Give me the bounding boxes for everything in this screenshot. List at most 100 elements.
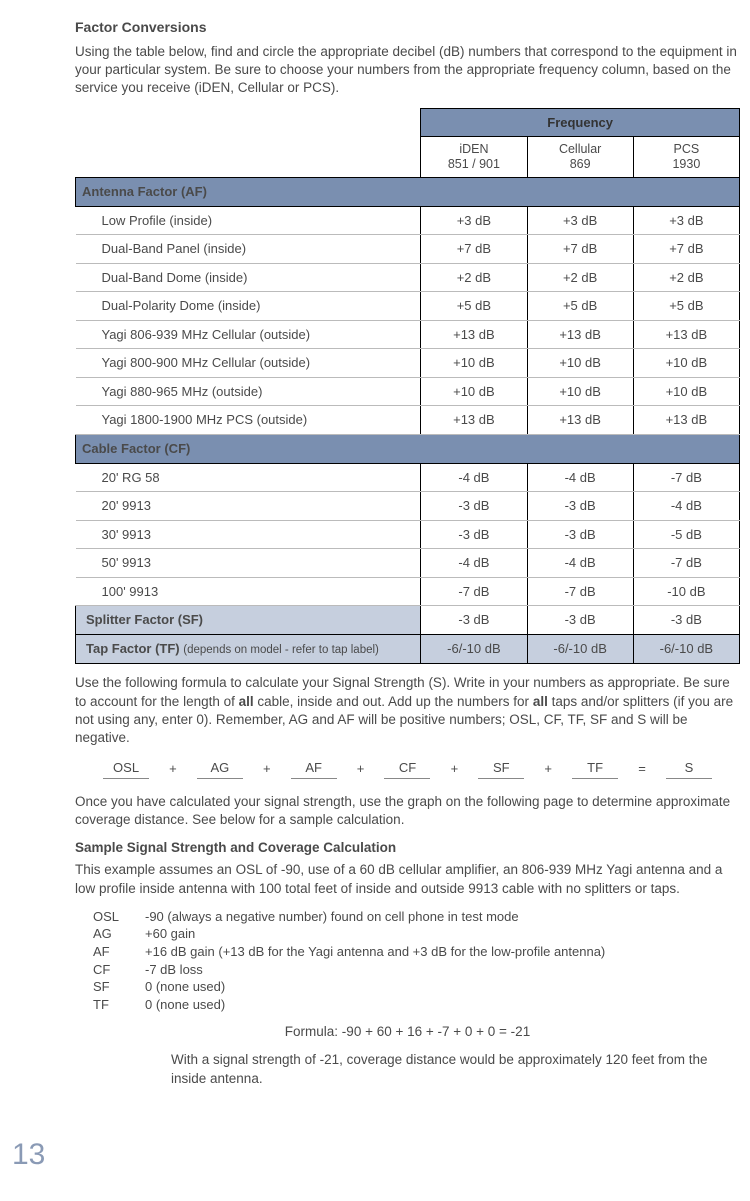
table-row: Yagi 806-939 MHz Cellular (outside)+13 d… xyxy=(76,320,740,349)
row-value: +10 dB xyxy=(527,349,633,378)
sample-row: TF0 (none used) xyxy=(93,996,740,1014)
row-value: +13 dB xyxy=(421,406,527,435)
row-value: -7 dB xyxy=(527,577,633,606)
formula-operator: + xyxy=(540,760,556,778)
row-value: +3 dB xyxy=(527,206,633,235)
row-value: -7 dB xyxy=(633,549,739,578)
table-row: Low Profile (inside)+3 dB+3 dB+3 dB xyxy=(76,206,740,235)
sample-key: OSL xyxy=(93,908,145,926)
row-value: -3 dB xyxy=(421,520,527,549)
tf-v2: -6/-10 dB xyxy=(527,634,633,664)
formula-operator: + xyxy=(353,760,369,778)
once-paragraph: Once you have calculated your signal str… xyxy=(75,793,740,829)
sample-key: CF xyxy=(93,961,145,979)
sample-text: +16 dB gain (+13 dB for the Yagi antenna… xyxy=(145,943,605,961)
sample-text: -90 (always a negative number) found on … xyxy=(145,908,519,926)
formula-term: AG xyxy=(197,759,243,779)
sample-row: SF0 (none used) xyxy=(93,978,740,996)
row-value: +2 dB xyxy=(527,263,633,292)
row-value: +10 dB xyxy=(633,377,739,406)
table-row: Yagi 880-965 MHz (outside)+10 dB+10 dB+1… xyxy=(76,377,740,406)
row-value: +10 dB xyxy=(633,349,739,378)
row-value: -4 dB xyxy=(633,492,739,521)
row-value: -4 dB xyxy=(421,549,527,578)
row-label: Low Profile (inside) xyxy=(76,206,421,235)
row-value: +2 dB xyxy=(421,263,527,292)
factor-table: Frequency iDEN851 / 901 Cellular869 PCS1… xyxy=(75,108,740,665)
row-value: +13 dB xyxy=(633,320,739,349)
sample-key: AG xyxy=(93,925,145,943)
after-table-paragraph: Use the following formula to calculate y… xyxy=(75,674,740,747)
row-value: +10 dB xyxy=(421,377,527,406)
page-title: Factor Conversions xyxy=(75,18,740,37)
row-value: +13 dB xyxy=(421,320,527,349)
table-row: Dual-Band Panel (inside)+7 dB+7 dB+7 dB xyxy=(76,235,740,264)
sample-text: 0 (none used) xyxy=(145,978,225,996)
sf-label: Splitter Factor (SF) xyxy=(76,606,421,635)
row-value: +3 dB xyxy=(421,206,527,235)
sf-v1: -3 dB xyxy=(421,606,527,635)
row-label: 20' RG 58 xyxy=(76,463,421,492)
row-label: Yagi 800-900 MHz Cellular (outside) xyxy=(76,349,421,378)
sample-key: SF xyxy=(93,978,145,996)
tf-v3: -6/-10 dB xyxy=(633,634,739,664)
table-row: Dual-Polarity Dome (inside)+5 dB+5 dB+5 … xyxy=(76,292,740,321)
row-value: +2 dB xyxy=(633,263,739,292)
row-value: -10 dB xyxy=(633,577,739,606)
row-value: +7 dB xyxy=(633,235,739,264)
formula-term: OSL xyxy=(103,759,149,779)
sample-key: AF xyxy=(93,943,145,961)
row-label: Dual-Band Dome (inside) xyxy=(76,263,421,292)
row-value: +10 dB xyxy=(421,349,527,378)
row-value: +7 dB xyxy=(421,235,527,264)
row-value: +13 dB xyxy=(527,406,633,435)
table-row: 100' 9913-7 dB-7 dB-10 dB xyxy=(76,577,740,606)
sample-row: AG+60 gain xyxy=(93,925,740,943)
row-label: Yagi 806-939 MHz Cellular (outside) xyxy=(76,320,421,349)
sample-text: -7 dB loss xyxy=(145,961,203,979)
row-label: 50' 9913 xyxy=(76,549,421,578)
formula-operator: = xyxy=(634,760,650,778)
tf-label: Tap Factor (TF) (depends on model - refe… xyxy=(76,634,421,664)
sf-v3: -3 dB xyxy=(633,606,739,635)
row-value: +10 dB xyxy=(527,377,633,406)
row-label: Dual-Polarity Dome (inside) xyxy=(76,292,421,321)
col-iden: iDEN851 / 901 xyxy=(421,137,527,178)
formula-term: AF xyxy=(291,759,337,779)
table-row: 30' 9913-3 dB-3 dB-5 dB xyxy=(76,520,740,549)
row-label: Dual-Band Panel (inside) xyxy=(76,235,421,264)
table-row: Yagi 800-900 MHz Cellular (outside)+10 d… xyxy=(76,349,740,378)
row-value: -4 dB xyxy=(527,463,633,492)
sample-text: 0 (none used) xyxy=(145,996,225,1014)
row-value: +13 dB xyxy=(633,406,739,435)
row-label: Yagi 1800-1900 MHz PCS (outside) xyxy=(76,406,421,435)
table-row: 20' RG 58-4 dB-4 dB-7 dB xyxy=(76,463,740,492)
sf-v2: -3 dB xyxy=(527,606,633,635)
table-row: 50' 9913-4 dB-4 dB-7 dB xyxy=(76,549,740,578)
cf-section-header: Cable Factor (CF) xyxy=(76,435,740,464)
sample-title: Sample Signal Strength and Coverage Calc… xyxy=(75,839,740,857)
frequency-header: Frequency xyxy=(421,108,740,137)
col-pcs: PCS1930 xyxy=(633,137,739,178)
formula-operator: + xyxy=(259,760,275,778)
sample-row: CF-7 dB loss xyxy=(93,961,740,979)
row-value: +5 dB xyxy=(527,292,633,321)
row-value: +7 dB xyxy=(527,235,633,264)
formula-operator: + xyxy=(447,760,463,778)
formula-line: Formula: -90 + 60 + 16 + -7 + 0 + 0 = -2… xyxy=(75,1023,740,1041)
table-row: Yagi 1800-1900 MHz PCS (outside)+13 dB+1… xyxy=(76,406,740,435)
sample-intro: This example assumes an OSL of -90, use … xyxy=(75,861,740,897)
formula-term: SF xyxy=(478,759,524,779)
sample-key: TF xyxy=(93,996,145,1014)
formula-term: S xyxy=(666,759,712,779)
formula-row: OSL+AG+AF+CF+SF+TF=S xyxy=(95,759,720,779)
closing-paragraph: With a signal strength of -21, coverage … xyxy=(171,1051,740,1087)
sample-row: OSL-90 (always a negative number) found … xyxy=(93,908,740,926)
row-value: +3 dB xyxy=(633,206,739,235)
row-value: -4 dB xyxy=(527,549,633,578)
row-label: 30' 9913 xyxy=(76,520,421,549)
tf-v1: -6/-10 dB xyxy=(421,634,527,664)
row-value: -3 dB xyxy=(527,492,633,521)
row-value: +13 dB xyxy=(527,320,633,349)
row-value: -3 dB xyxy=(527,520,633,549)
